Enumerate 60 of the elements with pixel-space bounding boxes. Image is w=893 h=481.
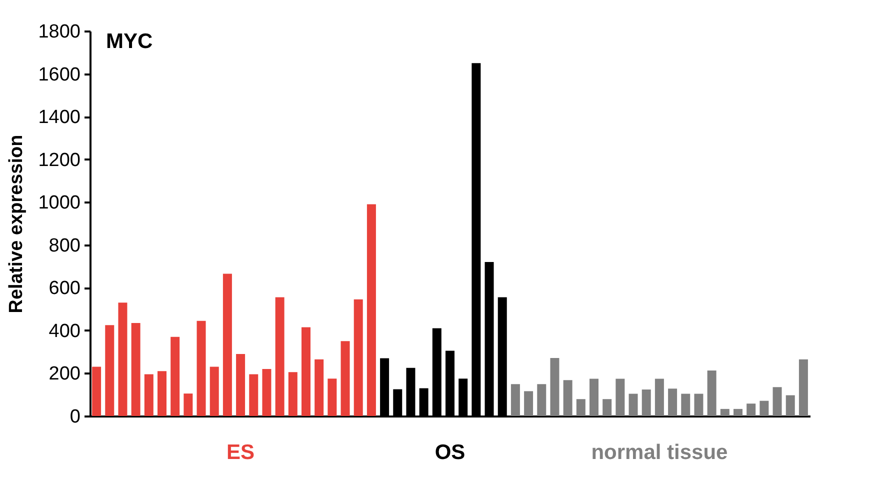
y-tick-label: 1600: [38, 64, 80, 86]
bar: [340, 341, 350, 416]
bar: [772, 387, 782, 416]
bar: [720, 408, 730, 416]
bar: [590, 378, 598, 416]
y-axis-title: Relative expression: [6, 134, 28, 314]
bar: [668, 388, 678, 416]
bar: [210, 366, 219, 416]
bar: [786, 395, 795, 416]
bar: [275, 297, 284, 416]
y-tick-label: 1400: [38, 107, 80, 128]
y-tick-label: 1800: [38, 22, 80, 42]
bar: [249, 374, 258, 416]
bar: [510, 384, 520, 416]
bar: [563, 380, 572, 416]
bar: [328, 378, 337, 416]
bar: [798, 359, 808, 416]
bar: [602, 399, 612, 416]
bar: [576, 399, 586, 416]
y-tick-label: 600: [48, 278, 80, 300]
bar: [550, 358, 560, 416]
bar: [236, 354, 246, 416]
y-tick-label: 800: [48, 235, 80, 256]
bar: [524, 391, 534, 416]
bar: [746, 404, 756, 416]
bar: [131, 322, 140, 416]
bar: [366, 204, 376, 416]
bar: [184, 394, 193, 416]
bar: [158, 371, 166, 416]
bar: [537, 384, 546, 416]
y-tick-label: 0: [70, 406, 80, 428]
bar: [694, 394, 704, 416]
bar: [105, 325, 114, 416]
bar: [628, 394, 638, 416]
y-tick-label: 1200: [38, 150, 80, 171]
series-label: ES: [226, 441, 255, 464]
bar: [707, 370, 716, 416]
bar: [302, 327, 310, 416]
bar: [314, 359, 324, 416]
bar: [654, 378, 664, 416]
bar: [92, 366, 102, 416]
chart-title: MYC: [106, 30, 153, 53]
bar: [196, 320, 206, 416]
bar: [734, 408, 742, 416]
series-label: normal tissue: [591, 441, 728, 464]
bar: [354, 299, 363, 416]
bar: [222, 274, 232, 416]
y-tick-label: 200: [48, 364, 80, 385]
series-label: OS: [434, 441, 466, 464]
y-tick-label: 1000: [38, 192, 80, 214]
bar: [642, 389, 651, 416]
bar: [262, 368, 272, 416]
bar: [616, 378, 625, 416]
bar: [118, 302, 128, 416]
bar: [288, 372, 298, 416]
bar: [760, 400, 769, 416]
bar: [681, 394, 690, 416]
bar: [170, 336, 180, 416]
y-tick-label: 400: [48, 320, 80, 342]
bar: [144, 374, 154, 416]
